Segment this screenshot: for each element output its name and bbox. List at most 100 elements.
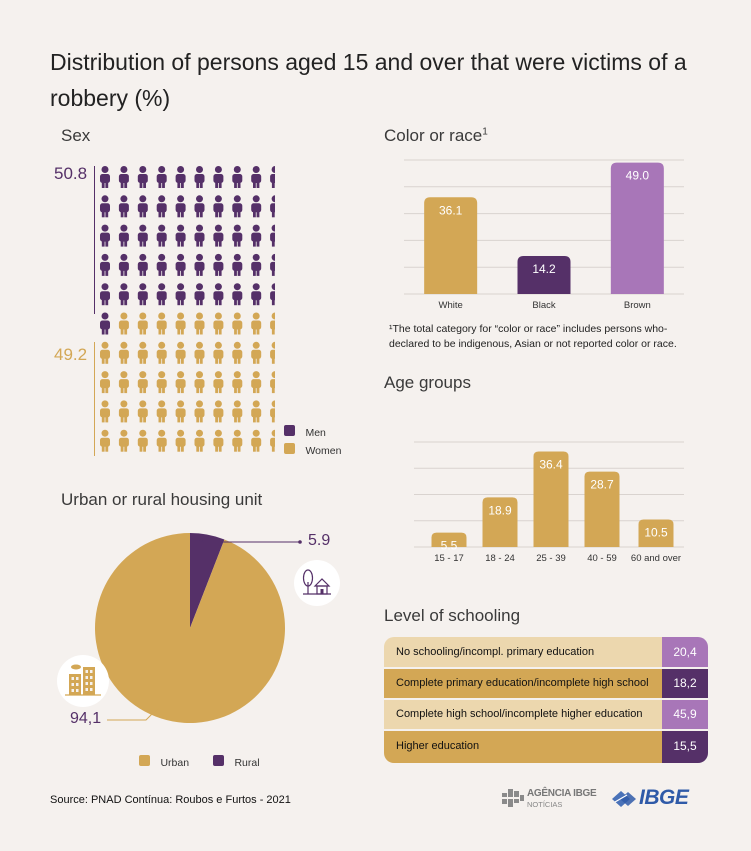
men-person-icon [251, 166, 262, 188]
bar [533, 451, 569, 547]
men-person-icon [213, 253, 224, 276]
women-person-icon [232, 341, 243, 364]
men-person-icon [175, 166, 186, 188]
men-person-icon [232, 166, 243, 188]
men-person-icon [194, 283, 205, 306]
legend-women-label: Women [305, 445, 342, 457]
urban-value-label: 94,1 [70, 710, 102, 727]
women-person-icon [213, 341, 224, 364]
city-buildings-icon [57, 655, 109, 707]
women-person-icon [175, 341, 186, 364]
men-person-icon [232, 224, 243, 247]
men-person-icon [270, 195, 275, 218]
schooling-row-label: Complete high school/incomplete higher e… [384, 700, 662, 729]
women-person-icon [118, 429, 129, 452]
agencia-line-2: NOTÍCIAS [527, 800, 563, 809]
legend-men: Men [284, 423, 341, 441]
source-text: Source: PNAD Contínua: Roubos e Furtos -… [50, 794, 291, 806]
women-person-icon [156, 371, 167, 394]
men-person-icon [175, 253, 186, 276]
men-person-icon [213, 195, 224, 218]
men-person-icon [232, 253, 243, 276]
men-person-icon [100, 312, 110, 335]
men-person-icon [194, 253, 205, 276]
women-person-icon [100, 371, 110, 394]
men-person-icon [232, 195, 243, 218]
urban-leader-line [107, 707, 159, 721]
women-person-icon [100, 400, 110, 423]
women-person-icon [194, 400, 205, 423]
footnote-line-1: ¹The total category for “color or race” … [389, 323, 668, 335]
women-person-icon [251, 429, 262, 452]
schooling-row: Complete primary education/incomplete hi… [384, 669, 708, 698]
men-person-icon [175, 195, 186, 218]
women-person-icon [118, 371, 129, 394]
urban-slice [94, 533, 285, 723]
women-person-icon [175, 400, 186, 423]
schooling-heading: Level of schooling [384, 606, 521, 625]
women-person-icon [156, 341, 167, 364]
women-person-icon [100, 341, 110, 364]
women-person-icon [251, 312, 262, 335]
sex-heading: Sex [61, 126, 91, 145]
men-person-icon [156, 224, 167, 247]
women-person-icon [100, 429, 110, 452]
women-person-icon [118, 312, 129, 335]
legend-women-swatch [284, 443, 295, 454]
women-person-icon [118, 400, 129, 423]
bar-value-label: 5.5 [441, 539, 458, 553]
women-person-icon [270, 400, 275, 423]
men-person-icon [213, 166, 224, 188]
women-person-icon [137, 312, 148, 335]
legend-urban-label: Urban [160, 757, 190, 769]
women-person-icon [213, 429, 224, 452]
bar-value-label: 49.0 [626, 169, 650, 183]
schooling-row: Complete high school/incomplete higher e… [384, 700, 708, 729]
men-person-icon [213, 283, 224, 306]
women-person-icon [137, 341, 148, 364]
men-person-icon [100, 253, 110, 276]
x-tick-label: Brown [624, 300, 651, 311]
pie-legend-rural: Rural [213, 753, 260, 771]
schooling-row-value: 45,9 [662, 700, 708, 729]
women-person-icon [194, 341, 205, 364]
color-race-bar-chart: 36.1 White 14.2 Black 49.0 Brown [404, 159, 684, 311]
color-race-heading-text: Color or race [384, 126, 483, 145]
men-person-icon [251, 195, 262, 218]
schooling-row-label: No schooling/incompl. primary education [384, 637, 662, 667]
agencia-logo-icon [502, 789, 524, 807]
women-person-icon [213, 400, 224, 423]
bar [638, 519, 674, 547]
schooling-row-value: 15,5 [662, 731, 708, 763]
bar [431, 532, 467, 547]
men-person-icon [156, 283, 167, 306]
color-race-footnote-mark: 1 [482, 126, 488, 138]
women-person-icon [270, 312, 275, 335]
women-person-icon [232, 312, 243, 335]
men-bracket-line [94, 166, 95, 314]
women-person-icon [251, 400, 262, 423]
men-person-icon [270, 283, 275, 306]
men-person-icon [137, 195, 148, 218]
x-tick-label: 15 - 17 [434, 553, 464, 564]
men-person-icon [175, 224, 186, 247]
schooling-table: No schooling/incompl. primary education … [384, 637, 708, 763]
women-person-icon [175, 371, 186, 394]
schooling-row: No schooling/incompl. primary education … [384, 637, 708, 667]
women-person-icon [118, 341, 129, 364]
men-person-icon [137, 253, 148, 276]
men-person-icon [156, 166, 167, 188]
women-person-icon [194, 312, 205, 335]
women-person-icon [194, 429, 205, 452]
men-person-icon [137, 166, 148, 188]
bar-value-label: 18.9 [488, 503, 512, 517]
bar [482, 497, 518, 547]
urban-rural-pie-chart [94, 533, 302, 723]
women-person-icon [137, 371, 148, 394]
schooling-row-value: 18,2 [662, 669, 708, 698]
men-person-icon [100, 166, 110, 188]
women-bracket-line [94, 342, 95, 456]
x-tick-label: 18 - 24 [485, 553, 515, 564]
legend-rural-swatch [213, 755, 224, 766]
men-person-icon [194, 224, 205, 247]
